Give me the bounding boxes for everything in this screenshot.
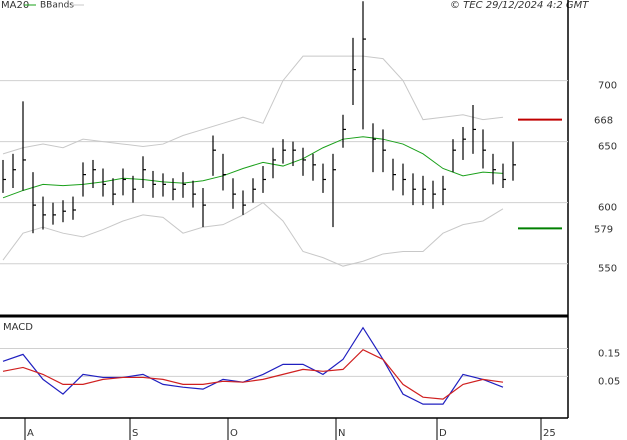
y-tick-label: 600	[598, 203, 617, 214]
macd-line	[2, 326, 504, 405]
x-tick-label: N	[338, 428, 345, 439]
legend-label: MA20	[1, 0, 29, 11]
y-tick-label: 550	[598, 264, 617, 275]
x-tick-label: D	[439, 428, 447, 439]
y-tick-label: 0.05	[598, 376, 620, 387]
macd-title: MACD	[3, 322, 33, 333]
y-tick-label: 0.15	[598, 349, 620, 360]
x-tick-label: S	[132, 428, 138, 439]
bband-lower	[2, 202, 504, 267]
x-tick-label: O	[230, 428, 238, 439]
x-tick-label: A	[27, 428, 34, 439]
x-tick-label: 25	[543, 428, 556, 439]
source: © TEC 29/12/2024 4:2 GMT	[450, 0, 589, 11]
y-tick-label: 650	[598, 142, 617, 153]
level-label: 579	[594, 224, 613, 235]
y-tick-label: 700	[598, 81, 617, 92]
ma-line	[2, 136, 504, 199]
bband-upper	[2, 55, 504, 155]
level-label: 668	[594, 116, 613, 127]
legend-label: BBands	[40, 1, 74, 11]
macd-line	[2, 348, 504, 400]
